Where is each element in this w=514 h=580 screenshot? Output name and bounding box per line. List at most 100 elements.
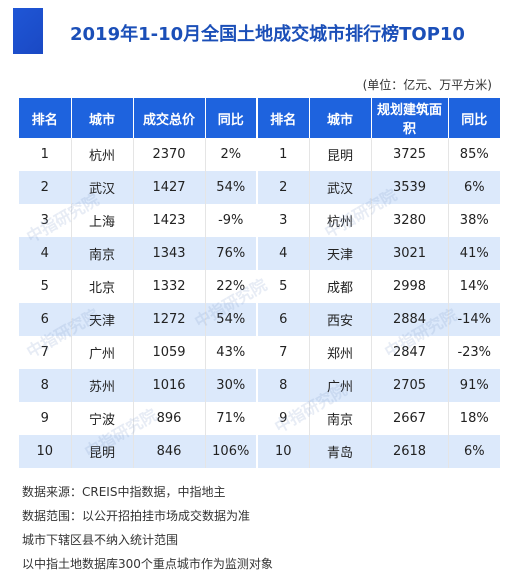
table-row: 8 苏州 1016 30% 8 广州 2705 91% (19, 369, 500, 402)
header-rank-1: 排名 (19, 98, 72, 138)
header-city-2: 城市 (309, 98, 372, 138)
cell-planned-area: 3539 (371, 171, 449, 204)
cell-total-price: 2370 (133, 138, 206, 171)
cell-rank-2: 8 (257, 369, 310, 402)
cell-rank-2: 5 (257, 270, 310, 303)
cell-city-1: 南京 (71, 237, 134, 270)
table-row: 1 杭州 2370 2% 1 昆明 3725 85% (19, 138, 500, 171)
cell-yoy-2: 38% (448, 204, 500, 237)
table-row: 9 宁波 896 71% 9 南京 2667 18% (19, 402, 500, 435)
cell-rank-2: 6 (257, 303, 310, 336)
note-scope: 数据范围：以公开招拍挂市场成交数据为准 (22, 509, 251, 523)
cell-rank-2: 10 (257, 435, 310, 468)
cell-planned-area: 2847 (371, 336, 449, 369)
cell-yoy-2: 18% (448, 402, 500, 435)
cell-yoy-2: -14% (448, 303, 500, 336)
cell-city-1: 北京 (71, 270, 134, 303)
header-yoy-1: 同比 (205, 98, 258, 138)
cell-yoy-1: -9% (205, 204, 258, 237)
cell-rank-1: 6 (19, 303, 72, 336)
cell-yoy-2: 85% (448, 138, 500, 171)
cell-yoy-1: 71% (205, 402, 258, 435)
cell-total-price: 1427 (133, 171, 206, 204)
cell-rank-2: 7 (257, 336, 310, 369)
cell-rank-1: 2 (19, 171, 72, 204)
header-yoy-2: 同比 (448, 98, 500, 138)
page-title: 2019年1-10月全国土地成交城市排行榜TOP10 (70, 24, 465, 45)
cell-rank-1: 7 (19, 336, 72, 369)
cell-planned-area: 3280 (371, 204, 449, 237)
cell-city-2: 成都 (309, 270, 372, 303)
cell-city-1: 昆明 (71, 435, 134, 468)
table-row: 4 南京 1343 76% 4 天津 3021 41% (19, 237, 500, 270)
cell-total-price: 896 (133, 402, 206, 435)
accent-bar (13, 8, 43, 54)
cell-yoy-1: 22% (205, 270, 258, 303)
cell-yoy-1: 30% (205, 369, 258, 402)
cell-yoy-1: 43% (205, 336, 258, 369)
cell-planned-area: 2998 (371, 270, 449, 303)
cell-yoy-2: 14% (448, 270, 500, 303)
note-exclusion: 城市下辖区县不纳入统计范围 (22, 533, 179, 547)
cell-rank-2: 9 (257, 402, 310, 435)
cell-city-2: 青岛 (309, 435, 372, 468)
cell-yoy-2: 6% (448, 435, 500, 468)
cell-total-price: 1059 (133, 336, 206, 369)
cell-city-2: 南京 (309, 402, 372, 435)
note-monitoring: 以中指土地数据库300个重点城市作为监测对象 (22, 557, 273, 571)
unit-label: (单位：亿元、万平方米) (362, 78, 492, 92)
cell-yoy-1: 54% (205, 303, 258, 336)
cell-total-price: 1423 (133, 204, 206, 237)
cell-city-2: 杭州 (309, 204, 372, 237)
header-city-1: 城市 (71, 98, 134, 138)
cell-planned-area: 2705 (371, 369, 449, 402)
table-row: 5 北京 1332 22% 5 成都 2998 14% (19, 270, 500, 303)
cell-yoy-2: -23% (448, 336, 500, 369)
cell-rank-2: 3 (257, 204, 310, 237)
table-row: 6 天津 1272 54% 6 西安 2884 -14% (19, 303, 500, 336)
cell-city-2: 西安 (309, 303, 372, 336)
cell-city-1: 杭州 (71, 138, 134, 171)
cell-total-price: 1272 (133, 303, 206, 336)
cell-yoy-2: 6% (448, 171, 500, 204)
note-source: 数据来源：CREIS中指数据，中指地主 (22, 485, 226, 499)
cell-planned-area: 2884 (371, 303, 449, 336)
header-total-price: 成交总价 (133, 98, 206, 138)
cell-yoy-1: 106% (205, 435, 258, 468)
cell-city-1: 武汉 (71, 171, 134, 204)
cell-city-1: 宁波 (71, 402, 134, 435)
table-row: 2 武汉 1427 54% 2 武汉 3539 6% (19, 171, 500, 204)
cell-rank-1: 3 (19, 204, 72, 237)
cell-rank-1: 4 (19, 237, 72, 270)
cell-planned-area: 3021 (371, 237, 449, 270)
cell-planned-area: 2667 (371, 402, 449, 435)
cell-city-2: 昆明 (309, 138, 372, 171)
cell-rank-1: 10 (19, 435, 72, 468)
cell-planned-area: 3725 (371, 138, 449, 171)
cell-city-2: 广州 (309, 369, 372, 402)
cell-rank-1: 8 (19, 369, 72, 402)
table-header-row: 排名 城市 成交总价 同比 排名 城市 规划建筑面积 同比 (19, 98, 500, 138)
cell-city-1: 天津 (71, 303, 134, 336)
cell-city-2: 郑州 (309, 336, 372, 369)
cell-rank-2: 2 (257, 171, 310, 204)
cell-rank-1: 1 (19, 138, 72, 171)
cell-rank-2: 1 (257, 138, 310, 171)
cell-yoy-2: 91% (448, 369, 500, 402)
cell-planned-area: 2618 (371, 435, 449, 468)
cell-total-price: 846 (133, 435, 206, 468)
cell-total-price: 1332 (133, 270, 206, 303)
cell-city-2: 武汉 (309, 171, 372, 204)
header-planned-area: 规划建筑面积 (371, 98, 449, 138)
cell-yoy-1: 76% (205, 237, 258, 270)
cell-rank-1: 5 (19, 270, 72, 303)
cell-yoy-1: 2% (205, 138, 258, 171)
cell-city-2: 天津 (309, 237, 372, 270)
header-rank-2: 排名 (257, 98, 310, 138)
cell-yoy-1: 54% (205, 171, 258, 204)
footnotes: 数据来源：CREIS中指数据，中指地主 数据范围：以公开招拍挂市场成交数据为准 … (22, 480, 273, 576)
cell-city-1: 上海 (71, 204, 134, 237)
cell-total-price: 1343 (133, 237, 206, 270)
cell-yoy-2: 41% (448, 237, 500, 270)
cell-rank-1: 9 (19, 402, 72, 435)
